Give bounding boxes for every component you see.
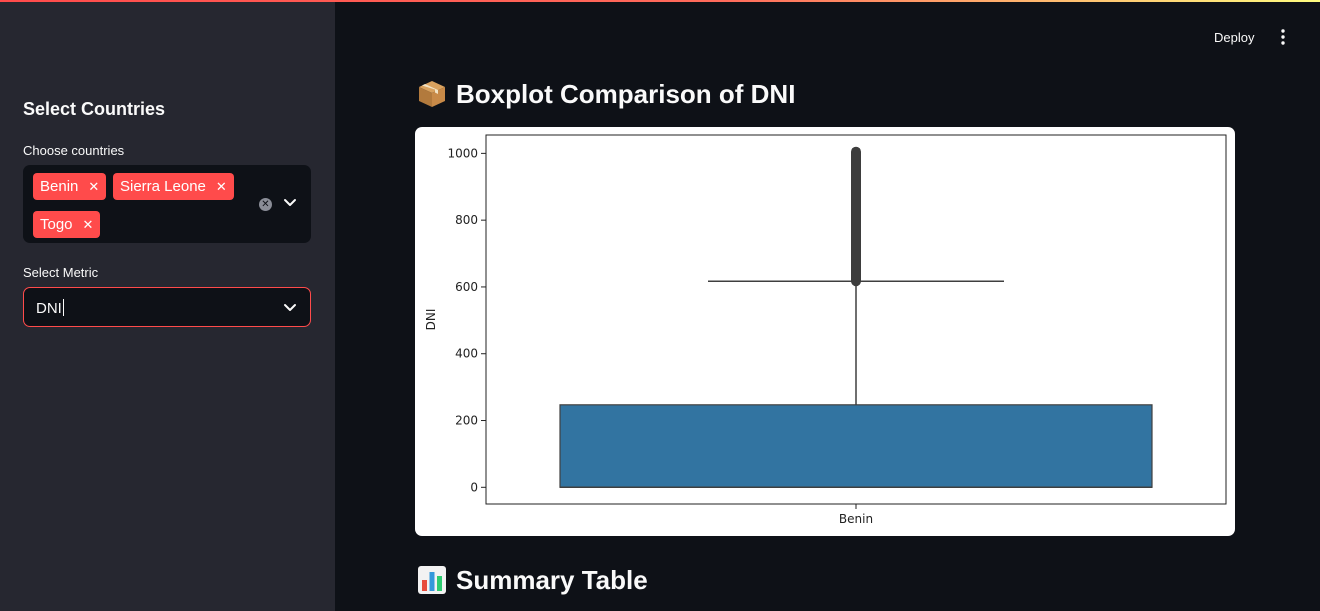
countries-multiselect[interactable]: Benin ✕ Sierra Leone ✕ Togo ✕ ✕ xyxy=(23,165,311,243)
country-chip: Sierra Leone ✕ xyxy=(113,173,234,200)
close-icon[interactable]: ✕ xyxy=(215,178,227,194)
metric-label: Select Metric xyxy=(23,265,99,280)
chip-label: Togo xyxy=(40,216,73,233)
sidebar: Select Countries Choose countries Benin … xyxy=(0,2,335,611)
metric-select[interactable]: DNI xyxy=(23,287,311,327)
country-chip: Togo ✕ xyxy=(33,211,101,238)
metric-value-text: DNI xyxy=(36,300,62,317)
clear-icon[interactable]: ✕ xyxy=(259,198,272,211)
top-accent-line xyxy=(0,0,1320,2)
summary-heading-text: Summary Table xyxy=(456,564,648,595)
y-tick-label: 0 xyxy=(470,480,478,494)
metric-select-value[interactable]: DNI xyxy=(36,299,64,317)
boxplot-chart: 0 200 400 600 800 1000 DNI Benin xyxy=(424,134,1227,526)
countries-label: Choose countries xyxy=(23,143,125,158)
boxplot-heading: Boxplot Comparison of DNI xyxy=(416,78,795,110)
chip-label: Sierra Leone xyxy=(120,178,206,195)
chip-label: Benin xyxy=(40,178,79,195)
close-icon[interactable]: ✕ xyxy=(82,216,94,232)
vertical-dots-icon[interactable] xyxy=(1276,28,1290,46)
deploy-button[interactable]: Deploy xyxy=(1214,30,1255,45)
chevron-down-icon[interactable] xyxy=(282,193,298,213)
text-caret xyxy=(62,299,64,316)
boxplot-chart-card: 0 200 400 600 800 1000 DNI Benin xyxy=(415,127,1235,536)
country-chip: Benin ✕ xyxy=(33,173,107,200)
sidebar-title: Select Countries xyxy=(23,99,166,119)
y-axis-label: DNI xyxy=(424,309,438,331)
summary-heading: Summary Table xyxy=(416,564,648,596)
close-icon[interactable]: ✕ xyxy=(88,178,100,194)
bar-chart-icon xyxy=(418,566,446,594)
boxplot-heading-text: Boxplot Comparison of DNI xyxy=(456,78,796,109)
y-tick-label: 400 xyxy=(455,347,478,361)
y-tick-label: 1000 xyxy=(447,146,478,160)
box-body xyxy=(559,404,1153,488)
package-icon xyxy=(419,81,445,107)
x-tick-label: Benin xyxy=(839,512,873,526)
y-tick-label: 800 xyxy=(455,213,478,227)
y-tick-label: 200 xyxy=(455,414,478,428)
y-tick-label: 600 xyxy=(455,280,478,294)
chevron-down-icon[interactable] xyxy=(282,298,298,318)
